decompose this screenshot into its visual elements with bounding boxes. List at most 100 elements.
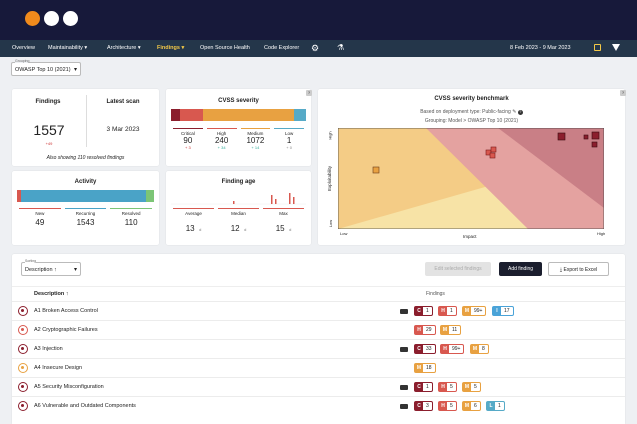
point-critical[interactable] — [591, 141, 598, 148]
row-description: A6 Vulnerable and Outdated Components — [34, 403, 136, 409]
chevron-down-icon: ▾ — [84, 45, 88, 51]
nav-findings[interactable]: Findings ▾ — [157, 45, 184, 51]
severity-badge[interactable]: H 99+ — [440, 344, 465, 354]
table-row[interactable]: A2 Cryptographic Failures H 29 M 11 — [12, 320, 625, 339]
col-findings: Findings — [426, 291, 445, 297]
window-maximize-dot[interactable] — [63, 11, 78, 26]
point-high[interactable] — [489, 152, 496, 159]
benchmark-plot — [338, 128, 604, 229]
help-icon[interactable]: ? — [620, 90, 626, 96]
point-high[interactable] — [485, 149, 492, 156]
severity-badge[interactable]: M 99+ — [462, 306, 487, 316]
nav-architecture[interactable]: Architecture ▾ — [107, 45, 141, 51]
activity-col-label: New — [35, 211, 45, 216]
table-row[interactable]: A1 Broken Access Control C 1 H 1 M 99+ I 17 — [12, 301, 625, 320]
row-description: A2 Cryptographic Failures — [34, 327, 98, 333]
nav-findings-label: Findings — [157, 45, 180, 51]
table-row[interactable]: A4 Insecure Design M 18 — [12, 358, 625, 377]
chevron-down-icon: ▾ — [137, 45, 141, 51]
badge-letter: M — [415, 364, 423, 372]
table-row[interactable]: A5 Security Misconfiguration C 1 H 5 M 5 — [12, 377, 625, 396]
severity-badge[interactable]: C 33 — [414, 344, 436, 354]
nav-code-explorer[interactable]: Code Explorer — [264, 45, 300, 51]
nav-date-range[interactable]: 8 Feb 2023 - 9 Mar 2023 — [510, 45, 571, 51]
cvss-bar-high — [180, 109, 204, 121]
badge-letter: H — [415, 326, 423, 334]
table-header: Description ↑ Findings — [12, 286, 625, 300]
badge-count: 18 — [426, 365, 432, 371]
cvss-col-value: 1072 — [246, 136, 265, 145]
cvss-col-delta: + 34 — [217, 145, 226, 150]
col-description[interactable]: Description ↑ — [34, 291, 69, 297]
nav-maintainability[interactable]: Maintainability ▾ — [48, 45, 87, 51]
x-axis-low: Low — [340, 231, 348, 236]
table-row[interactable]: A3 Injection C 33 H 99+ M 8 — [12, 339, 625, 358]
badge-letter: H — [439, 307, 447, 315]
activity-col-label: Recurring — [75, 211, 96, 216]
row-description: A3 Injection — [34, 346, 63, 352]
table-row[interactable]: A6 Vulnerable and Outdated Components C 3 H… — [12, 396, 625, 415]
window-titlebar — [0, 0, 637, 40]
export-label: Export to Excel — [563, 267, 598, 273]
badge-count: 5 — [450, 384, 453, 390]
severity-icon — [18, 344, 28, 354]
pencil-icon[interactable]: ✎ — [512, 109, 517, 115]
window-minimize-dot[interactable] — [44, 11, 59, 26]
nav-open-source-health[interactable]: Open Source Health — [200, 45, 250, 51]
new-tag-icon — [400, 309, 408, 314]
grouping-select[interactable]: Grouping OWASP Top 10 (2021) ▾ — [11, 59, 81, 76]
age-col-label: Max — [279, 211, 288, 216]
cvss-col-label: Critical — [180, 131, 195, 136]
nav-overview[interactable]: Overview — [12, 45, 35, 51]
filter-icon[interactable] — [612, 44, 620, 51]
calendar-icon[interactable] — [594, 44, 601, 51]
new-tag-icon — [400, 347, 408, 352]
activity-col-value: 49 — [35, 218, 45, 227]
edit-selected-button[interactable]: Edit selected findings — [425, 262, 491, 276]
badge-count: 99+ — [452, 346, 461, 352]
sorting-select[interactable]: Sorting Description ↑ ▾ — [21, 259, 81, 276]
latest-scan-date: 3 Mar 2023 — [106, 126, 140, 133]
help-circle-icon[interactable]: ? — [517, 110, 523, 115]
help-icon[interactable]: ? — [306, 90, 312, 96]
badge-count: 17 — [504, 308, 510, 314]
badge-letter: M — [471, 345, 479, 353]
activity-col-value: 1543 — [76, 218, 95, 227]
activity-col-value: 110 — [124, 218, 138, 227]
add-finding-button[interactable]: Add finding — [499, 262, 542, 276]
point-high[interactable] — [490, 146, 497, 153]
flask-icon[interactable]: ⚗ — [337, 43, 345, 52]
point-critical[interactable] — [557, 132, 566, 141]
export-excel-button[interactable]: ⤓ Export to Excel — [548, 262, 609, 276]
point-critical[interactable] — [583, 134, 589, 140]
cvss-col-delta: + 14 — [251, 145, 260, 150]
severity-badge[interactable]: M 18 — [414, 363, 436, 373]
activity-cols: New 49 Recurring 1543 Resolved 110 — [17, 208, 154, 238]
severity-badge[interactable]: H 29 — [414, 325, 436, 335]
severity-badge[interactable]: M 11 — [440, 325, 462, 335]
benchmark-title: CVSS severity benchmark — [434, 96, 509, 102]
age-col-label: Median — [231, 211, 246, 216]
activity-col-resolved: Resolved 110 — [110, 208, 153, 238]
window-close-dot[interactable] — [25, 11, 40, 26]
sorting-value: Description ↑ — [25, 267, 57, 273]
point-critical[interactable] — [591, 131, 600, 140]
gear-icon[interactable]: ⚙ — [311, 43, 320, 53]
point-medium[interactable] — [372, 166, 380, 174]
findings-count: 1557 — [33, 122, 65, 138]
row-description: A1 Broken Access Control — [34, 308, 98, 314]
badge-count: 5 — [474, 384, 477, 390]
severity-badge[interactable]: I 17 — [492, 306, 514, 316]
cvss-col-value: 1 — [286, 136, 292, 145]
cvss-col-label: High — [216, 131, 227, 136]
